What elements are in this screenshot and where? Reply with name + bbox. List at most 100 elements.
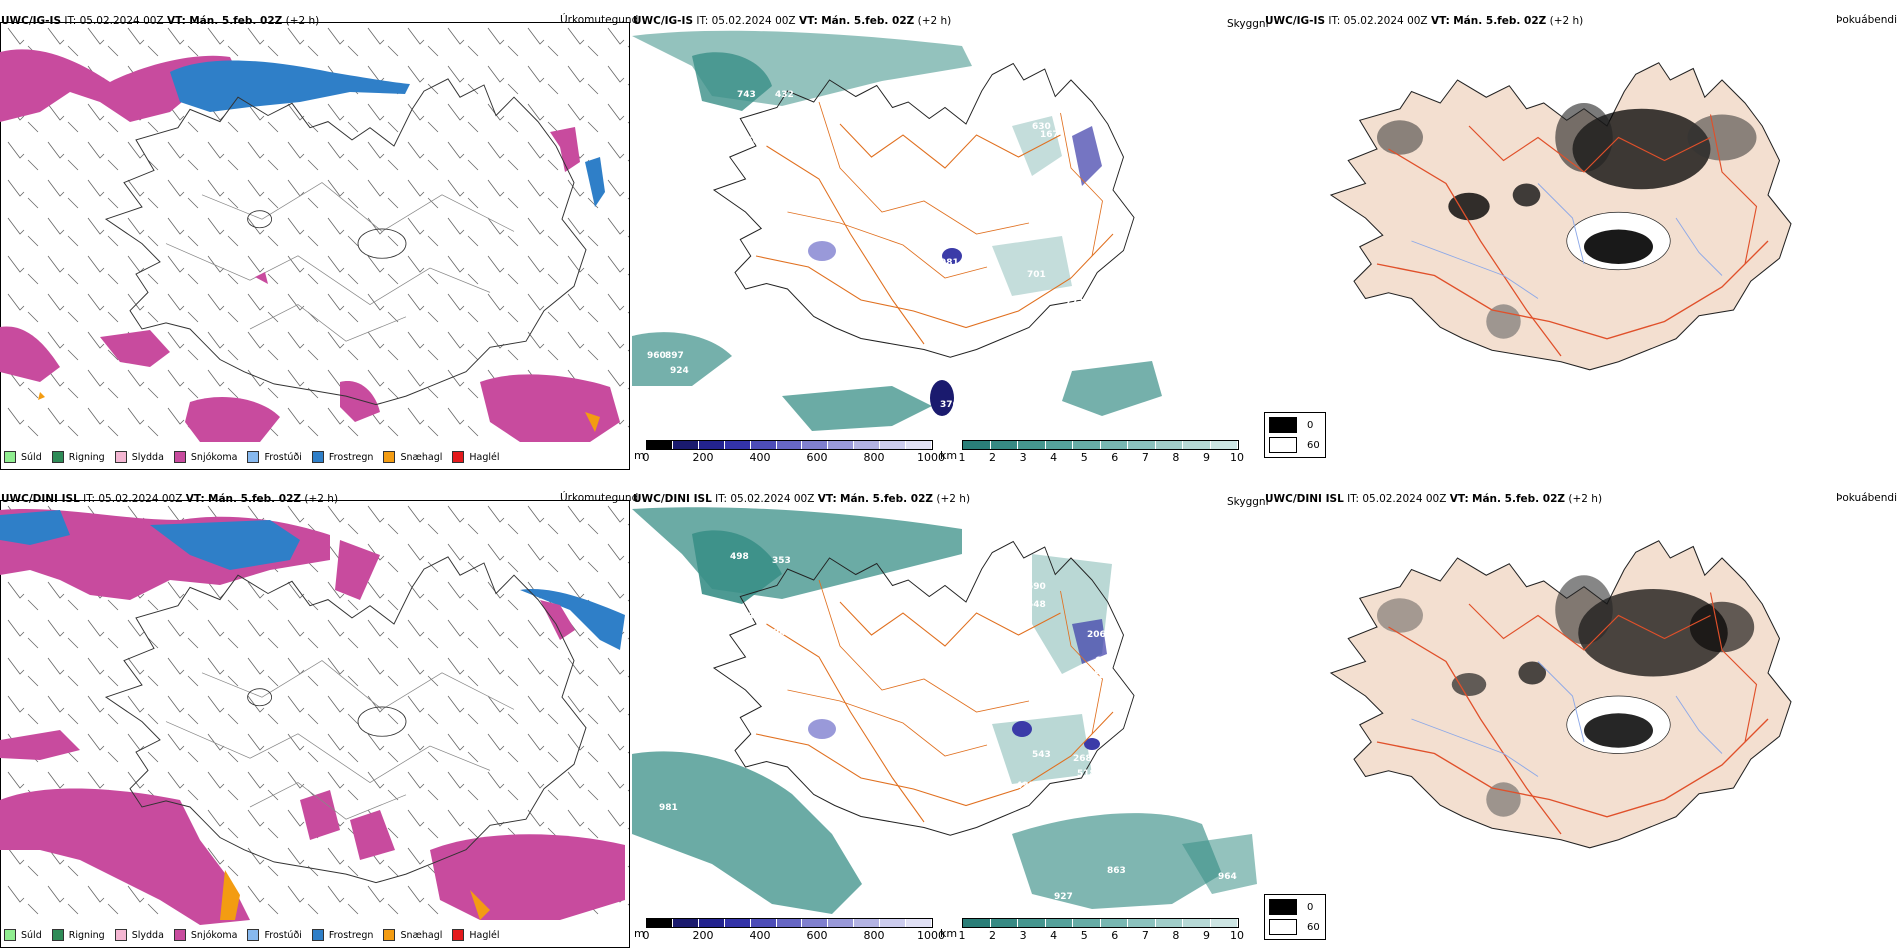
legend-item: Snæhagl [383, 929, 442, 941]
legend-swatch [383, 929, 396, 941]
visibility-value-label: 548 [1027, 600, 1046, 610]
legend-label: Snjókoma [190, 451, 238, 463]
visibility-map [632, 507, 1257, 914]
fog-legend-dark: 0 [1307, 901, 1314, 913]
colorbar-tick: 600 [806, 451, 828, 464]
visibility-value-label: 927 [1054, 892, 1073, 902]
legend-item: Slydda [114, 929, 164, 941]
visibility-value-label: 981 [940, 258, 959, 268]
visibility-unit: km [940, 927, 958, 940]
legend-item: Frostúði [247, 929, 302, 941]
colorbar-segment [990, 919, 1018, 927]
legend-item: Rigning [51, 929, 105, 941]
visibility-value-label: 491 [1016, 781, 1035, 791]
colorbar-segment [880, 441, 907, 449]
lead-time: (+2 h) [1549, 15, 1584, 27]
visibility-value-label: 894 [1153, 398, 1172, 408]
colorbar-segment [750, 919, 777, 927]
colorbar-segment [647, 919, 673, 927]
visibility-value-label: 976 [928, 900, 947, 910]
colorbar-tick: 2 [989, 929, 997, 942]
colorbar-segment [1018, 441, 1046, 449]
colorbar-tick: 1 [958, 451, 966, 464]
colorbar-tick: 2 [989, 451, 997, 464]
colorbar-segment [1100, 919, 1128, 927]
legend-label: Rigning [68, 929, 105, 941]
fog-legend: 0 60 [1264, 894, 1326, 940]
vt-label: VT: [817, 493, 837, 505]
ceiling-colorbar: 0 200 400 600 800 1000 m [634, 440, 945, 464]
colorbar-segment [698, 441, 725, 449]
colorbar-tick: 1000 [917, 451, 945, 464]
panel-header: UWC/IG-IS IT: 05.02.2024 00Z VT: Mán. 5.… [633, 15, 951, 27]
colorbar-segment [1128, 441, 1156, 449]
map-frame [0, 22, 630, 470]
ceiling-colorbar: 0 200 400 600 800 1000 m [634, 918, 945, 942]
legend-swatch [247, 451, 260, 463]
fog-map [1330, 540, 1792, 849]
it-label: IT: [1347, 493, 1360, 505]
visibility-panel-1: UWC/IG-IS IT: 05.02.2024 00Z VT: Mán. 5.… [632, 8, 1326, 473]
legend-swatch [247, 929, 260, 941]
visibility-colorbar: 1 2 3 4 5 6 7 8 9 10 km [940, 440, 1244, 464]
colorbar-tick: 9 [1202, 451, 1210, 464]
colorbar-tick: 400 [749, 929, 771, 942]
visibility-value-label: 701 [1027, 270, 1046, 280]
colorbar-segment [963, 441, 991, 449]
colorbar-tick: 0 [642, 451, 650, 464]
map-frame [0, 500, 630, 948]
legend-label: Frostregn [328, 929, 374, 941]
it-value: 05.02.2024 00Z [711, 15, 796, 27]
it-label: IT: [696, 15, 709, 27]
visibility-panel-2: UWC/DINI ISL IT: 05.02.2024 00Z VT: Mán.… [632, 486, 1326, 951]
fog-legend-light: 60 [1307, 921, 1320, 933]
colorbar-tick: 600 [806, 929, 828, 942]
legend-label: Frostregn [328, 451, 374, 463]
visibility-value-label: 960 [647, 351, 666, 361]
panel-title: Skyggni [1227, 18, 1269, 30]
colorbar-segment [1100, 441, 1128, 449]
legend-label: Frostúði [264, 451, 302, 463]
colorbar-tick: 200 [692, 929, 714, 942]
colorbar-tick: 800 [863, 451, 885, 464]
colorbar-segment [647, 441, 673, 449]
colorbar-tick: 7 [1141, 929, 1149, 942]
colorbar-tick: 0 [642, 929, 650, 942]
colorbar-tick: 3 [1019, 929, 1027, 942]
visibility-value-label: 897 [665, 351, 684, 361]
colorbar-segment [672, 441, 699, 449]
legend-label: Snjókoma [190, 929, 238, 941]
visibility-value-label: 863 [1107, 866, 1126, 876]
colorbar-tick: 8 [1172, 451, 1180, 464]
panel-header: UWC/IG-IS IT: 05.02.2024 00Z VT: Mán. 5.… [1265, 15, 1583, 27]
visibility-value-label: 964 [1218, 872, 1237, 882]
colorbar-tick: 4 [1050, 451, 1058, 464]
visibility-value-label: 772 [1065, 298, 1084, 308]
colorbar-tick: 5 [1080, 451, 1088, 464]
vt-value: Mán. 5.feb. 02Z [1453, 15, 1547, 27]
legend-item: Súld [4, 929, 42, 941]
it-label: IT: [1328, 15, 1341, 27]
legend-item: Rigning [51, 451, 105, 463]
it-label: IT: [64, 15, 77, 27]
it-label: IT: [715, 493, 728, 505]
model-name: UWC/DINI ISL [633, 493, 712, 505]
legend-label: Snæhagl [400, 451, 443, 463]
fog-legend: 0 60 [1264, 412, 1326, 458]
colorbar-tick: 6 [1111, 451, 1119, 464]
it-value: 05.02.2024 00Z [1343, 15, 1428, 27]
colorbar-segment [906, 441, 932, 449]
legend-swatch [383, 451, 396, 463]
visibility-value-label: 633 [1095, 656, 1114, 666]
colorbar-tick: 800 [863, 929, 885, 942]
visibility-value-label: 518 [1077, 769, 1096, 779]
legend-swatch [173, 451, 186, 463]
precip-type-panel-1: UWC/IG-IS IT: 05.02.2024 00Z VT: Mán. 5.… [0, 8, 638, 473]
colorbar-segment [1210, 919, 1238, 927]
visibility-unit: km [940, 449, 958, 462]
visibility-value-label: 877 [1184, 416, 1203, 426]
vt-label: VT: [1449, 493, 1469, 505]
legend-swatch [51, 451, 64, 463]
legend-item: Súld [4, 451, 42, 463]
colorbar-segment [1045, 441, 1073, 449]
